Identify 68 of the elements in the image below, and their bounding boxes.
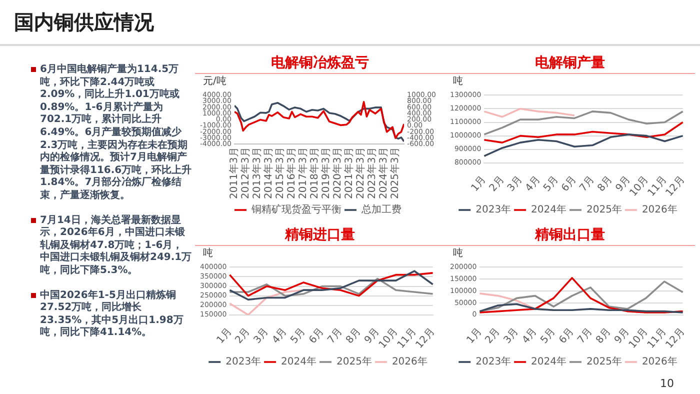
legend-label: 2024年 <box>531 356 567 368</box>
x-tick-label: 3月 <box>252 326 271 346</box>
x-tick-label: 2020年3月 <box>332 147 344 199</box>
x-tick-label: 2014年3月 <box>262 147 275 199</box>
x-tick-label: 1月 <box>215 326 234 346</box>
chart-title: 电解铜冶炼盈亏 <box>195 54 445 74</box>
legend-label: 2023年 <box>476 204 512 216</box>
x-tick-label: 5月 <box>542 174 561 194</box>
x-tick-label: 2021年3月 <box>343 147 356 199</box>
x-tick-label: 12月 <box>664 326 688 351</box>
legend-label: 铜精矿现货盈亏平衡 <box>250 204 342 216</box>
chart-title: 电解铜产量 <box>445 54 695 74</box>
legend-label: 2026年 <box>642 356 678 368</box>
x-tick-label: 2018年3月 <box>308 147 321 199</box>
text: 6月中国电解铜产量为114.5万吨，环比下降2.44万吨或2.09%，同比上升1.01万吨或0.89%。1-6月累计产量为702.1万吨，累计同比上升6.49%。6月产量较预期值减少2.3万吨，主要因为存在未在预期内的检修情况。预计7月电解铜产量预计录得116.6万吨，环比上升1.84%。7月部分冶炼厂检修结束，产量逐渐恢复。 <box>40 64 192 201</box>
x-tick-label: 2019年3月 <box>320 147 332 199</box>
legend-label: 2023年 <box>226 356 262 368</box>
x-tick-label: 4月 <box>270 326 290 346</box>
x-tick-label: 2015年3月 <box>274 147 286 199</box>
x-tick-label: 7月 <box>576 326 595 346</box>
y-axis-title: 吨 <box>453 76 464 88</box>
x-tick-label: 5月 <box>288 326 308 346</box>
x-tick-label: 12月 <box>414 326 438 351</box>
chart-title: 精铜出口量 <box>445 226 695 246</box>
legend-label: 2025年 <box>586 204 622 216</box>
x-tick-label: 7月 <box>326 326 345 346</box>
x-tick-label: 2月 <box>234 326 252 346</box>
x-tick-label: 2024年3月 <box>378 147 390 199</box>
x-tick-label: 2011年3月 <box>228 147 240 199</box>
x-tick-label: 2月 <box>484 326 502 346</box>
x-tick-label: 4月 <box>520 326 540 346</box>
x-tick-label: 3月 <box>506 174 525 194</box>
legend-label: 2025年 <box>586 356 622 368</box>
x-tick-label: 3月 <box>502 326 521 346</box>
x-tick-label: 2013年3月 <box>251 147 264 199</box>
x-tick-label: 2023年3月 <box>366 147 378 199</box>
x-tick-label: 1月 <box>465 326 484 346</box>
y-axis-title: 元/吨 <box>203 76 228 88</box>
legend-label: 2024年 <box>281 356 317 368</box>
legend-label: 2025年 <box>336 356 372 368</box>
chart-title: 精铜进口量 <box>195 226 445 246</box>
x-tick-label: 1月 <box>470 174 488 194</box>
y-axis-title: 吨 <box>453 248 464 260</box>
x-tick-label: 8月 <box>344 326 364 346</box>
x-tick-label: 6月 <box>557 326 576 346</box>
text: 国内铜供应情况 <box>14 9 154 36</box>
x-tick-label: 2022年3月 <box>354 147 367 199</box>
x-tick-label: 4月 <box>524 174 543 194</box>
text: 中国2026年1-5月出口精炼铜27.52万吨，同比增长23.35%，其中5月出口1.98万吨，同比下降41.14%。 <box>40 290 184 340</box>
x-tick-label: 8月 <box>594 326 614 346</box>
x-tick-label: 6月 <box>560 174 579 194</box>
legend-label: 总加工费 <box>360 204 402 216</box>
x-tick-label: 8月 <box>596 174 615 194</box>
text: 10 <box>660 377 674 390</box>
x-tick-label: 2016年3月 <box>286 147 298 199</box>
legend-label: 2026年 <box>642 204 678 216</box>
text: 7月14日，海关总署最新数据显示，2026年6月，中国进口未锻轧铜及铜材47.8万吨；1-6月，中国进口未锻轧铜及铜材249.1万吨，同比下降5.3%。 <box>40 214 192 278</box>
y-axis-title: 吨 <box>203 248 214 260</box>
x-tick-label: 7月 <box>578 174 597 194</box>
x-tick-label: 2012年3月 <box>240 147 252 199</box>
legend-label: 2024年 <box>531 204 567 216</box>
x-tick-label: 6月 <box>307 326 326 346</box>
x-tick-label: 5月 <box>538 326 558 346</box>
legend-label: 2026年 <box>392 356 428 368</box>
legend-label: 2023年 <box>476 356 512 368</box>
x-tick-label: 2025年3月 <box>389 147 402 199</box>
x-tick-label: 2017年3月 <box>297 147 310 199</box>
x-tick-label: 2月 <box>488 174 507 194</box>
